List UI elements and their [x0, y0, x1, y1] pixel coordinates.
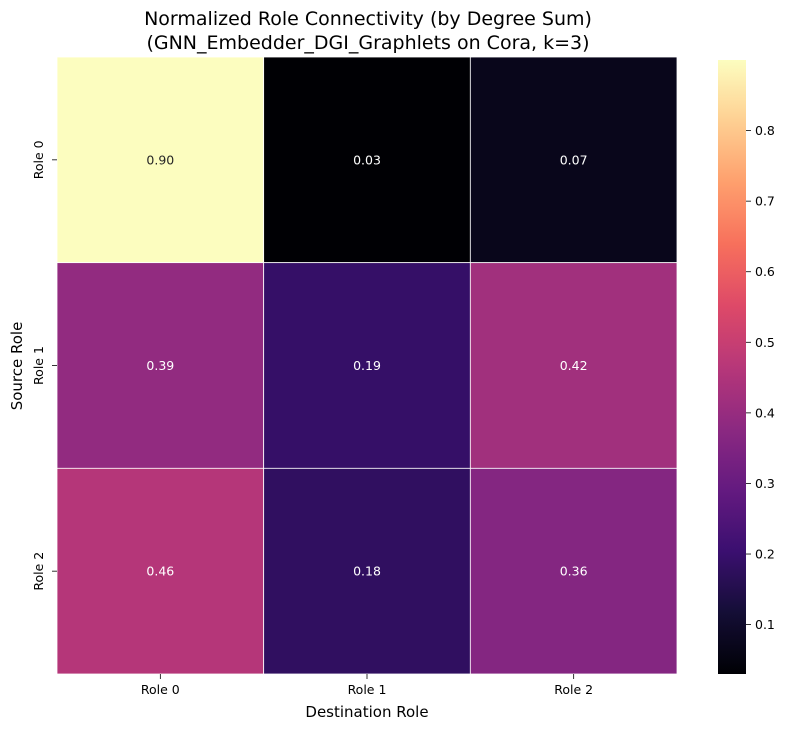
colorbar-tick-label: 0.7	[755, 194, 775, 209]
colorbar-tick-label: 0.8	[755, 123, 775, 138]
heatmap-cell	[56, 262, 265, 469]
cell-value-label: 0.46	[146, 564, 174, 579]
colorbar-tick-label: 0.4	[755, 405, 775, 420]
colorbar-tick-label: 0.3	[755, 476, 775, 491]
colorbar-ticks: 0.1 0.2 0.3 0.4 0.5 0.6 0.7 0.8	[746, 123, 775, 632]
heatmap-cell	[469, 262, 678, 469]
y-axis-label: Source Role	[8, 322, 26, 411]
heatmap-cells: 0.90 0.03 0.07 0.39 0.19 0.42 0.46 0.18 0.36	[56, 56, 678, 675]
y-tick-label: Role 2	[31, 552, 46, 591]
colorbar-tick-label: 0.6	[755, 264, 775, 279]
colorbar-tick-label: 0.5	[755, 335, 775, 350]
x-tick-label: Role 0	[141, 682, 180, 697]
x-axis-ticks: Role 0 Role 1 Role 2	[141, 674, 593, 697]
colorbar-tick-label: 0.2	[755, 547, 775, 562]
cell-value-label: 0.42	[560, 358, 588, 373]
chart-title-line-2: (GNN_Embedder_DGI_Graphlets on Cora, k=3…	[146, 32, 589, 54]
cell-value-label: 0.39	[146, 358, 174, 373]
heatmap-cell	[56, 56, 265, 264]
chart-title-line-1: Normalized Role Connectivity (by Degree …	[144, 8, 592, 30]
heatmap-cell	[263, 467, 471, 675]
cell-value-label: 0.36	[560, 564, 588, 579]
y-tick-label: Role 0	[31, 140, 46, 179]
cell-value-label: 0.19	[353, 358, 381, 373]
cell-value-label: 0.03	[353, 152, 381, 167]
cell-value-label: 0.07	[560, 152, 588, 167]
cell-value-label: 0.18	[353, 564, 381, 579]
colorbar-tick-label: 0.1	[755, 617, 775, 632]
colorbar	[718, 60, 746, 674]
x-tick-label: Role 2	[554, 682, 593, 697]
heatmap-cell	[263, 56, 471, 264]
heatmap-cell	[469, 56, 678, 264]
cell-value-label: 0.90	[146, 152, 174, 167]
y-axis-ticks: Role 0 Role 1 Role 2	[31, 140, 57, 591]
heatmap-cell	[56, 467, 265, 675]
x-tick-label: Role 1	[348, 682, 387, 697]
y-tick-label: Role 1	[31, 346, 46, 385]
x-axis-label: Destination Role	[305, 703, 428, 721]
heatmap-cell	[263, 262, 471, 469]
